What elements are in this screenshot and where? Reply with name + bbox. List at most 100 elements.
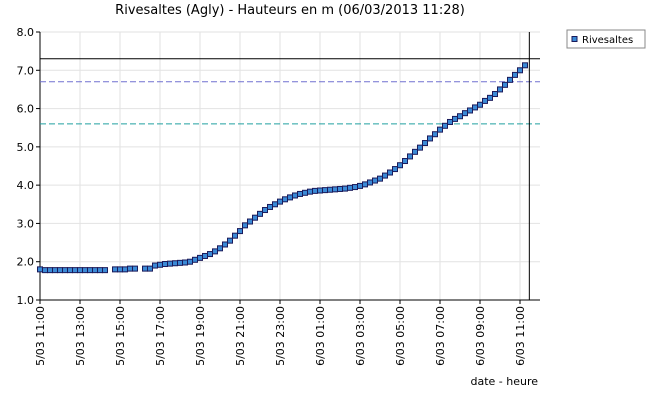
data-point xyxy=(277,198,283,205)
data-point xyxy=(212,248,218,255)
data-point xyxy=(167,260,173,267)
data-point xyxy=(177,259,183,266)
data-point xyxy=(47,267,53,274)
data-point xyxy=(147,265,153,272)
x-tick-label: 5/03 23:00 xyxy=(274,306,287,366)
data-point xyxy=(327,186,333,193)
data-point xyxy=(347,184,353,191)
data-point xyxy=(462,110,468,117)
data-point xyxy=(437,126,443,133)
data-point xyxy=(427,135,433,142)
data-point xyxy=(127,265,133,272)
data-point xyxy=(507,76,513,83)
data-point xyxy=(192,256,198,263)
data-point xyxy=(447,118,453,125)
y-tick-label: 1.0 xyxy=(17,294,35,307)
data-point xyxy=(227,237,233,244)
x-tick-label: 5/03 17:00 xyxy=(154,306,167,366)
data-point xyxy=(312,187,318,194)
x-tick-label: 6/03 09:00 xyxy=(474,306,487,366)
data-point xyxy=(287,194,293,201)
data-point xyxy=(92,267,98,274)
legend-label: Rivesaltes xyxy=(582,35,633,46)
data-point xyxy=(477,101,483,108)
data-point xyxy=(217,245,223,252)
x-tick-label: 6/03 01:00 xyxy=(314,306,327,366)
data-point xyxy=(187,258,193,265)
data-point xyxy=(42,267,48,274)
y-tick-label: 4.0 xyxy=(17,179,35,192)
data-point xyxy=(262,207,268,214)
data-point xyxy=(242,222,248,229)
data-point xyxy=(467,107,473,114)
data-point xyxy=(392,166,398,173)
data-point xyxy=(112,266,118,273)
x-tick-label: 6/03 05:00 xyxy=(394,306,407,366)
data-point xyxy=(37,266,43,273)
data-point xyxy=(67,267,73,274)
data-point xyxy=(207,251,213,258)
data-point xyxy=(132,265,138,272)
data-point xyxy=(252,214,258,221)
data-point xyxy=(412,148,418,155)
data-point xyxy=(367,179,373,186)
data-point xyxy=(497,86,503,93)
x-tick-label: 6/03 03:00 xyxy=(354,306,367,366)
data-point xyxy=(402,158,408,165)
y-tick-label: 2.0 xyxy=(17,256,35,269)
data-point xyxy=(517,67,523,74)
data-point xyxy=(377,175,383,182)
data-point xyxy=(292,192,298,199)
data-point xyxy=(77,267,83,274)
data-point xyxy=(482,97,488,104)
data-point xyxy=(122,266,128,273)
data-point xyxy=(472,104,478,111)
y-tick-label: 8.0 xyxy=(17,26,35,39)
data-point xyxy=(372,177,378,184)
data-point xyxy=(422,140,428,147)
x-tick-label: 5/03 11:00 xyxy=(34,306,47,366)
data-point xyxy=(302,189,308,196)
y-tick-label: 5.0 xyxy=(17,141,35,154)
y-tick-label: 3.0 xyxy=(17,217,35,230)
data-point xyxy=(452,115,458,122)
data-point xyxy=(272,201,278,208)
data-point xyxy=(382,172,388,179)
series-line xyxy=(39,64,526,271)
data-point xyxy=(257,210,263,217)
data-point xyxy=(152,262,158,269)
x-tick-label: 5/03 19:00 xyxy=(194,306,207,366)
data-point xyxy=(172,260,178,267)
data-point xyxy=(457,113,463,120)
data-point xyxy=(72,267,78,274)
legend-box xyxy=(566,29,646,49)
data-point xyxy=(82,267,88,274)
data-point xyxy=(317,187,323,194)
x-axis-label: date - heure xyxy=(470,375,538,388)
data-point xyxy=(237,228,243,235)
data-point xyxy=(62,267,68,274)
y-tick-label: 7.0 xyxy=(17,64,35,77)
data-point xyxy=(87,267,93,274)
y-tick-label: 6.0 xyxy=(17,103,35,116)
data-point xyxy=(492,91,498,98)
data-point xyxy=(357,182,363,189)
data-point xyxy=(222,241,228,248)
data-point xyxy=(307,188,313,195)
data-point xyxy=(397,162,403,169)
data-point xyxy=(267,203,273,210)
data-point xyxy=(232,232,238,239)
data-point xyxy=(157,261,163,268)
data-point xyxy=(487,94,493,101)
x-tick-label: 5/03 13:00 xyxy=(74,306,87,366)
data-point xyxy=(102,267,108,274)
data-point xyxy=(342,185,348,192)
data-point xyxy=(182,259,188,266)
data-point xyxy=(57,267,63,274)
data-point xyxy=(387,169,393,176)
data-point xyxy=(442,122,448,129)
data-point xyxy=(282,196,288,203)
data-point xyxy=(202,252,208,259)
data-point xyxy=(362,181,368,188)
